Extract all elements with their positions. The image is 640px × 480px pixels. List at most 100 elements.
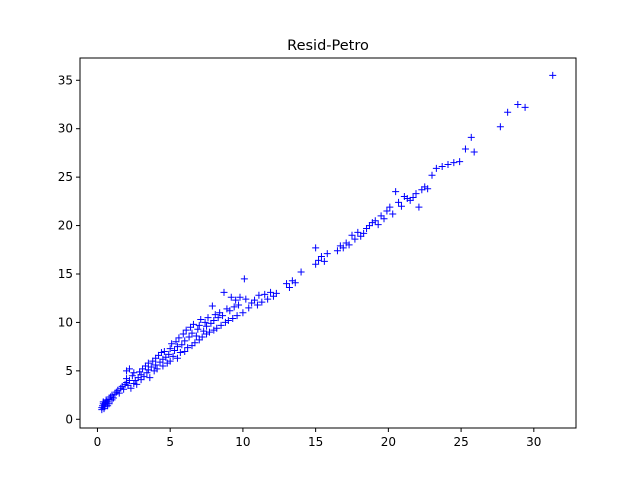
data-point xyxy=(166,345,174,353)
data-point xyxy=(428,171,436,179)
data-point xyxy=(365,222,373,230)
data-point xyxy=(141,362,149,370)
data-point xyxy=(424,185,432,193)
y-tick: 20 xyxy=(58,219,80,233)
x-tick-label: 30 xyxy=(526,435,541,449)
data-point xyxy=(200,327,208,335)
data-point xyxy=(269,292,277,300)
data-point xyxy=(470,148,478,156)
data-point xyxy=(139,365,147,373)
data-point xyxy=(253,301,261,309)
data-point xyxy=(412,190,420,198)
data-point xyxy=(185,333,193,341)
y-tick: 5 xyxy=(65,364,80,378)
data-point xyxy=(130,369,138,377)
y-tick: 0 xyxy=(65,412,80,426)
data-point xyxy=(386,203,394,211)
y-tick: 10 xyxy=(58,315,80,329)
y-tick-label: 35 xyxy=(58,73,73,87)
data-point xyxy=(312,244,320,252)
data-point xyxy=(514,100,522,108)
data-point xyxy=(357,232,365,240)
data-point xyxy=(345,241,353,249)
data-point xyxy=(210,316,218,324)
data-point xyxy=(312,260,320,268)
x-tick: 10 xyxy=(235,428,251,449)
data-point xyxy=(181,347,189,355)
data-point xyxy=(239,309,247,317)
x-tick-label: 5 xyxy=(166,435,174,449)
data-point xyxy=(285,284,293,292)
data-point xyxy=(182,326,190,334)
data-point xyxy=(374,221,382,229)
data-point xyxy=(409,193,417,201)
data-point xyxy=(189,320,197,328)
data-point xyxy=(160,347,168,355)
data-point xyxy=(261,290,269,298)
data-point xyxy=(124,381,132,389)
data-point xyxy=(264,295,272,303)
data-point xyxy=(232,296,240,304)
data-point xyxy=(173,354,181,362)
data-point xyxy=(236,293,244,301)
data-point xyxy=(128,372,136,380)
data-point xyxy=(504,108,512,116)
data-point xyxy=(157,348,165,356)
data-point xyxy=(140,373,148,381)
data-point xyxy=(203,322,211,330)
data-point xyxy=(496,123,504,131)
plot-markers xyxy=(98,71,557,414)
data-point xyxy=(360,229,368,237)
data-point xyxy=(226,307,234,315)
data-point xyxy=(258,298,266,306)
data-point xyxy=(168,340,176,348)
data-point xyxy=(156,358,164,366)
data-point xyxy=(235,301,243,309)
data-point xyxy=(191,339,199,347)
data-point xyxy=(131,377,139,385)
data-point xyxy=(219,312,227,320)
data-point xyxy=(173,343,181,351)
x-tick-label: 0 xyxy=(94,435,102,449)
x-axis-ticks: 0 5 10 15 20 25 30 xyxy=(94,428,541,449)
data-point xyxy=(159,362,167,370)
data-point xyxy=(169,352,177,360)
data-point xyxy=(339,244,347,252)
data-point xyxy=(205,328,213,336)
y-tick: 35 xyxy=(58,73,80,87)
data-point xyxy=(195,336,203,344)
data-point xyxy=(181,337,189,345)
data-point xyxy=(179,330,187,338)
data-point xyxy=(461,145,469,153)
data-point xyxy=(380,215,388,223)
data-point xyxy=(220,288,228,296)
data-point xyxy=(143,369,151,377)
data-point xyxy=(415,203,423,211)
data-point xyxy=(172,338,180,346)
y-tick-label: 20 xyxy=(58,219,73,233)
y-tick-label: 25 xyxy=(58,170,73,184)
x-tick-label: 20 xyxy=(381,435,396,449)
data-point xyxy=(444,161,452,169)
data-point xyxy=(192,332,200,340)
data-point xyxy=(175,334,183,342)
data-point xyxy=(149,357,157,365)
data-point xyxy=(198,333,206,341)
x-tick: 20 xyxy=(381,428,396,449)
data-point xyxy=(204,314,212,322)
data-point xyxy=(291,279,299,287)
data-point xyxy=(233,312,241,320)
data-point xyxy=(136,368,144,376)
data-point xyxy=(197,316,205,324)
data-point xyxy=(267,288,275,296)
data-point xyxy=(152,354,160,362)
data-point xyxy=(354,228,362,236)
data-point xyxy=(127,384,135,392)
data-point xyxy=(230,303,238,311)
data-point xyxy=(251,296,259,304)
axes-frame xyxy=(79,57,577,429)
data-point xyxy=(272,289,280,297)
data-point xyxy=(333,247,341,255)
data-point xyxy=(146,374,154,382)
data-point xyxy=(162,353,170,361)
